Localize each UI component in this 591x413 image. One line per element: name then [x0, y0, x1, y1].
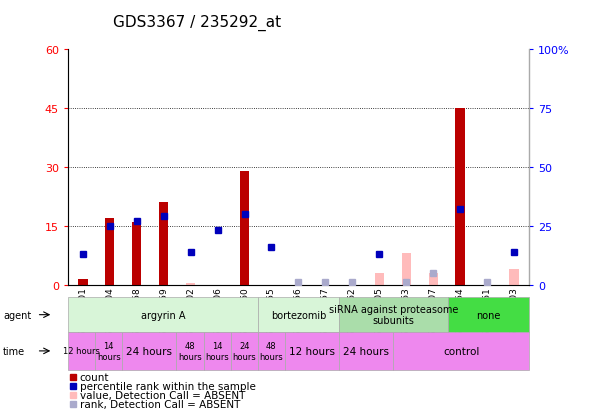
Text: 24 hours: 24 hours	[343, 346, 389, 356]
Text: 14
hours: 14 hours	[205, 342, 229, 361]
Text: rank, Detection Call = ABSENT: rank, Detection Call = ABSENT	[80, 399, 240, 409]
Text: 12 hours: 12 hours	[63, 347, 100, 356]
Bar	[105, 218, 115, 285]
Text: percentile rank within the sample: percentile rank within the sample	[80, 381, 256, 391]
Text: GDS3367 / 235292_at: GDS3367 / 235292_at	[113, 14, 281, 31]
Text: 48
hours: 48 hours	[178, 342, 202, 361]
Bar	[240, 171, 249, 285]
Text: control: control	[443, 346, 479, 356]
Text: 24 hours: 24 hours	[126, 346, 173, 356]
Text: bortezomib: bortezomib	[271, 310, 326, 320]
Bar	[159, 202, 168, 285]
Bar	[456, 108, 465, 285]
Text: time: time	[3, 346, 25, 356]
Text: 12 hours: 12 hours	[289, 346, 335, 356]
Bar	[509, 269, 519, 285]
Bar	[428, 273, 438, 285]
Text: argyrin A: argyrin A	[141, 310, 185, 320]
Bar	[186, 283, 196, 285]
Bar	[401, 254, 411, 285]
Text: 24
hours: 24 hours	[232, 342, 256, 361]
Text: none: none	[476, 310, 501, 320]
Text: siRNA against proteasome
subunits: siRNA against proteasome subunits	[329, 304, 458, 326]
Text: value, Detection Call = ABSENT: value, Detection Call = ABSENT	[80, 390, 245, 400]
Text: 48
hours: 48 hours	[259, 342, 283, 361]
Text: 14
hours: 14 hours	[97, 342, 121, 361]
Text: count: count	[80, 372, 109, 382]
Bar	[78, 279, 87, 285]
Bar	[375, 273, 384, 285]
Text: agent: agent	[3, 310, 31, 320]
Bar	[132, 222, 141, 285]
